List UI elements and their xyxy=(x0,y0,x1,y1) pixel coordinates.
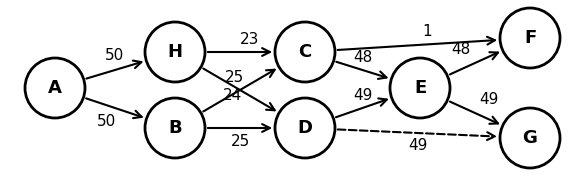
Text: D: D xyxy=(297,119,312,137)
Circle shape xyxy=(500,108,560,168)
Text: A: A xyxy=(48,79,62,97)
Text: E: E xyxy=(414,79,426,97)
Text: 1: 1 xyxy=(422,24,432,39)
Circle shape xyxy=(390,58,450,118)
Text: 49: 49 xyxy=(479,93,499,108)
Text: 48: 48 xyxy=(451,42,471,58)
FancyArrowPatch shape xyxy=(338,130,495,140)
FancyArrowPatch shape xyxy=(450,52,498,74)
Text: 49: 49 xyxy=(408,139,427,153)
Text: G: G xyxy=(522,129,537,147)
Circle shape xyxy=(275,22,335,82)
FancyArrowPatch shape xyxy=(208,48,270,56)
Text: 25: 25 xyxy=(224,71,243,86)
Circle shape xyxy=(500,8,560,68)
FancyArrowPatch shape xyxy=(336,62,386,79)
Text: 48: 48 xyxy=(353,49,372,64)
FancyArrowPatch shape xyxy=(336,98,387,117)
FancyArrowPatch shape xyxy=(87,61,141,78)
FancyArrowPatch shape xyxy=(338,37,495,50)
Text: H: H xyxy=(168,43,183,61)
FancyArrowPatch shape xyxy=(86,98,142,118)
FancyArrowPatch shape xyxy=(203,68,275,110)
Text: 25: 25 xyxy=(230,134,250,149)
FancyArrowPatch shape xyxy=(203,70,275,111)
Circle shape xyxy=(275,98,335,158)
Circle shape xyxy=(145,22,205,82)
Text: 49: 49 xyxy=(353,87,372,102)
FancyArrowPatch shape xyxy=(208,124,270,132)
Text: B: B xyxy=(168,119,182,137)
Text: C: C xyxy=(298,43,312,61)
Text: 24: 24 xyxy=(222,89,242,103)
Text: 50: 50 xyxy=(98,115,117,130)
Text: 23: 23 xyxy=(241,33,259,48)
Circle shape xyxy=(25,58,85,118)
Text: F: F xyxy=(524,29,536,47)
Circle shape xyxy=(145,98,205,158)
FancyArrowPatch shape xyxy=(450,102,498,124)
Text: 50: 50 xyxy=(106,49,125,64)
